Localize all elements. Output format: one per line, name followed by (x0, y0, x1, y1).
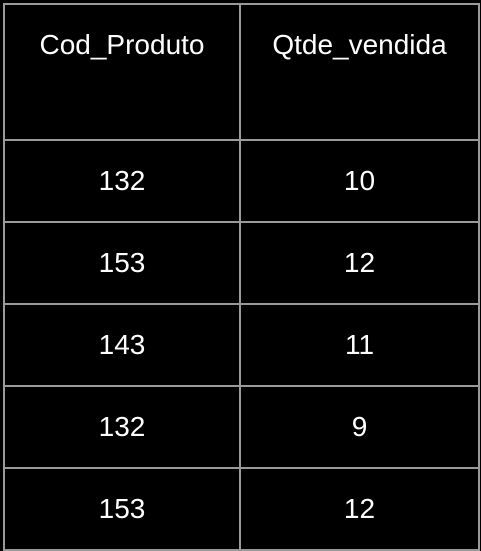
cell-cod-produto: 132 (3, 385, 241, 469)
table-row: 153 12 (3, 221, 480, 305)
cell-cod-produto: 153 (3, 221, 241, 305)
header-row: Cod_Produto Qtde_vendida (3, 3, 480, 141)
table-frame: Cod_Produto Qtde_vendida 132 10 153 12 1… (3, 3, 480, 551)
table-row: 132 9 (3, 385, 480, 469)
cell-cod-produto: 132 (3, 139, 241, 223)
cell-qtde-vendida: 12 (239, 467, 480, 551)
column-header-cod-produto: Cod_Produto (3, 3, 241, 141)
table-row: 143 11 (3, 303, 480, 387)
column-header-qtde-vendida: Qtde_vendida (239, 3, 480, 141)
cell-qtde-vendida: 9 (239, 385, 480, 469)
cell-qtde-vendida: 12 (239, 221, 480, 305)
cell-qtde-vendida: 10 (239, 139, 480, 223)
table-row: 132 10 (3, 139, 480, 223)
cell-qtde-vendida: 11 (239, 303, 480, 387)
cell-cod-produto: 143 (3, 303, 241, 387)
table-row: 153 12 (3, 467, 480, 551)
cell-cod-produto: 153 (3, 467, 241, 551)
sales-table: Cod_Produto Qtde_vendida 132 10 153 12 1… (3, 3, 480, 551)
